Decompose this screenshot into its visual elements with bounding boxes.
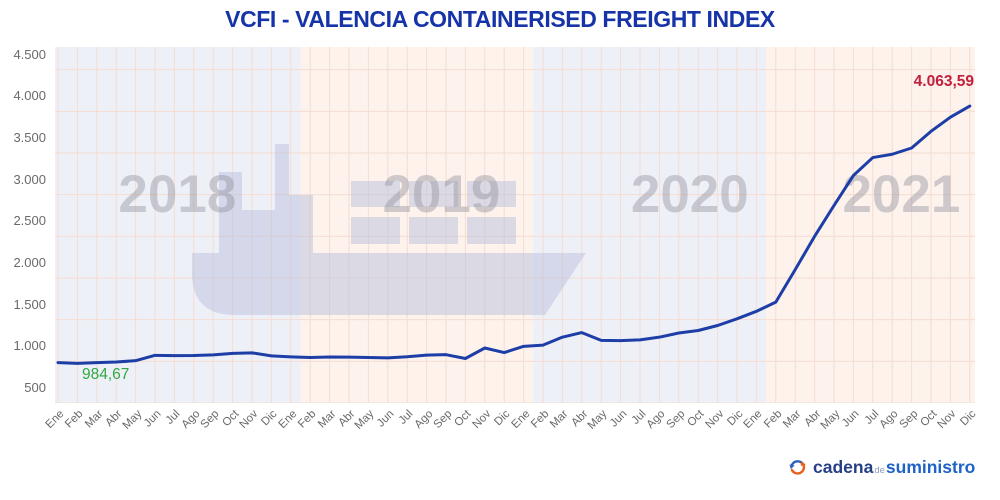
y-tick-label: 500 (24, 380, 46, 395)
year-watermark-2018: 2018 (118, 165, 236, 224)
y-tick-label: 1.000 (13, 338, 46, 354)
year-band-2021 (766, 47, 975, 403)
last-value-label: 4.063,59 (913, 73, 974, 90)
vcfi-line-series (56, 104, 972, 365)
y-tick-label: 1.500 (13, 296, 46, 312)
year-watermark-2020: 2020 (631, 165, 749, 224)
logo-text-de: de (874, 465, 885, 476)
cadena-de-suministro-logo[interactable]: cadenadesuministro (788, 457, 975, 478)
year-watermarks: 2018 2019 2020 2021 (118, 165, 960, 224)
y-tick-label: 4.000 (13, 88, 46, 104)
sync-arrows-icon (789, 460, 806, 475)
y-tick-label: 3.000 (13, 171, 46, 187)
plot-area: 2018 2019 2020 2021 (55, 47, 975, 403)
logo-text-suministro: suministro (885, 457, 976, 477)
y-tick-label: 2.500 (13, 213, 46, 229)
logo-text: cadenadesuministro (813, 457, 975, 478)
y-tick-label: 4.500 (13, 46, 46, 62)
chart-title: VCFI - VALENCIA CONTAINERISED FREIGHT IN… (225, 6, 775, 32)
container-ship-watermark-icon (192, 144, 586, 315)
year-watermark-2019: 2019 (382, 165, 500, 224)
logo-text-cadena: cadena (813, 457, 874, 477)
y-tick-label: 2.000 (13, 255, 46, 270)
year-band-2020 (533, 47, 767, 403)
y-tick-label: 3.500 (13, 130, 46, 145)
first-value-label: 984,67 (82, 366, 130, 383)
year-watermark-2021: 2021 (842, 165, 960, 224)
vcfi-line (56, 104, 972, 365)
